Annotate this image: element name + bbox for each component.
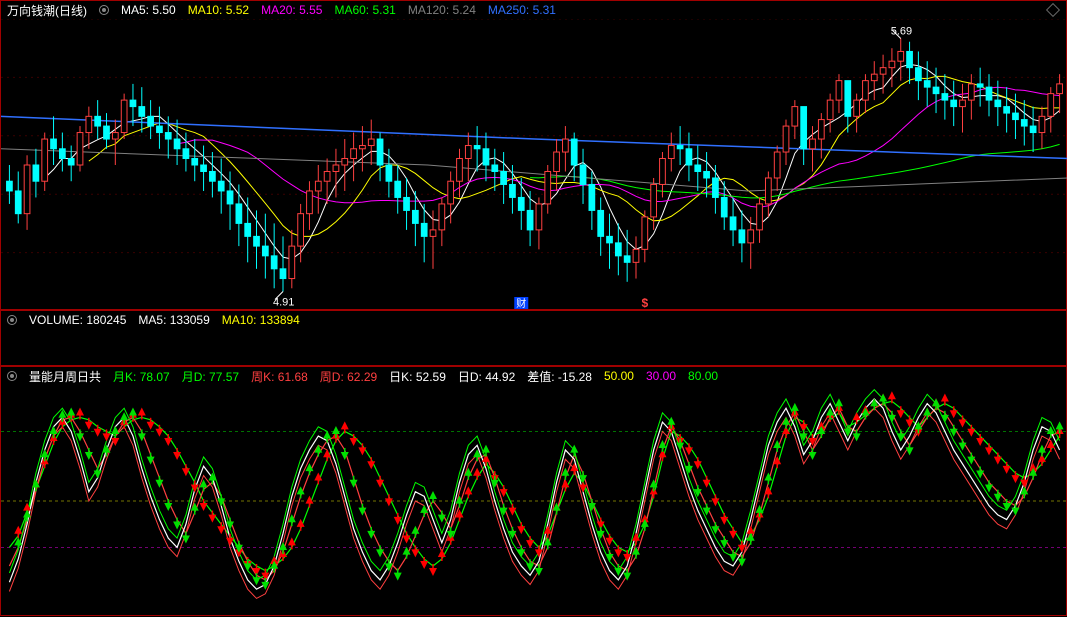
indicator-chart[interactable] bbox=[1, 385, 1067, 617]
indicator-panel[interactable]: 量能月周日共 月K: 78.07 月D: 77.57 周K: 61.68 周D:… bbox=[0, 366, 1067, 616]
svg-text:$: $ bbox=[641, 296, 648, 310]
ref50-label: 50.00 bbox=[604, 369, 634, 383]
vol-ma10-label: MA10: 133894 bbox=[222, 313, 300, 327]
ma10-label: MA10: 5.52 bbox=[188, 3, 249, 17]
gear-icon[interactable] bbox=[7, 315, 17, 325]
diff-label: 差值: -15.28 bbox=[527, 368, 592, 385]
vol-ma5-label: MA5: 133059 bbox=[138, 313, 209, 327]
svg-text:财: 财 bbox=[516, 297, 526, 310]
volume-panel[interactable]: VOLUME: 180245 MA5: 133059 MA10: 133894 bbox=[0, 310, 1067, 366]
day-k-label: 日K: 52.59 bbox=[389, 368, 446, 385]
indicator-header: 量能月周日共 月K: 78.07 月D: 77.57 周K: 61.68 周D:… bbox=[1, 367, 1066, 385]
gear-icon[interactable] bbox=[99, 5, 109, 15]
indicator-title: 量能月周日共 bbox=[29, 368, 101, 385]
ma250-label: MA250: 5.31 bbox=[488, 3, 556, 17]
ma120-label: MA120: 5.24 bbox=[408, 3, 476, 17]
volume-chart[interactable] bbox=[1, 329, 1067, 367]
volume-header: VOLUME: 180245 MA5: 133059 MA10: 133894 bbox=[1, 311, 1066, 329]
week-k-label: 周K: 61.68 bbox=[251, 368, 308, 385]
month-k-label: 月K: 78.07 bbox=[113, 368, 170, 385]
day-d-label: 日D: 44.92 bbox=[458, 368, 515, 385]
main-header: 万向钱潮(日线) MA5: 5.50 MA10: 5.52 MA20: 5.55… bbox=[1, 1, 1066, 19]
ma60-label: MA60: 5.31 bbox=[334, 3, 395, 17]
ma5-label: MA5: 5.50 bbox=[121, 3, 176, 17]
volume-label: VOLUME: 180245 bbox=[29, 313, 126, 327]
month-d-label: 月D: 77.57 bbox=[182, 368, 239, 385]
stock-title: 万向钱潮(日线) bbox=[7, 2, 87, 19]
candlestick-chart[interactable]: 4.915.69财$ bbox=[1, 19, 1067, 311]
candlestick-panel[interactable]: 万向钱潮(日线) MA5: 5.50 MA10: 5.52 MA20: 5.55… bbox=[0, 0, 1067, 310]
ref80-label: 80.00 bbox=[688, 369, 718, 383]
ma20-label: MA20: 5.55 bbox=[261, 3, 322, 17]
ref30-label: 30.00 bbox=[646, 369, 676, 383]
week-d-label: 周D: 62.29 bbox=[320, 368, 377, 385]
stock-chart-container: 万向钱潮(日线) MA5: 5.50 MA10: 5.52 MA20: 5.55… bbox=[0, 0, 1067, 616]
gear-icon[interactable] bbox=[7, 371, 17, 381]
